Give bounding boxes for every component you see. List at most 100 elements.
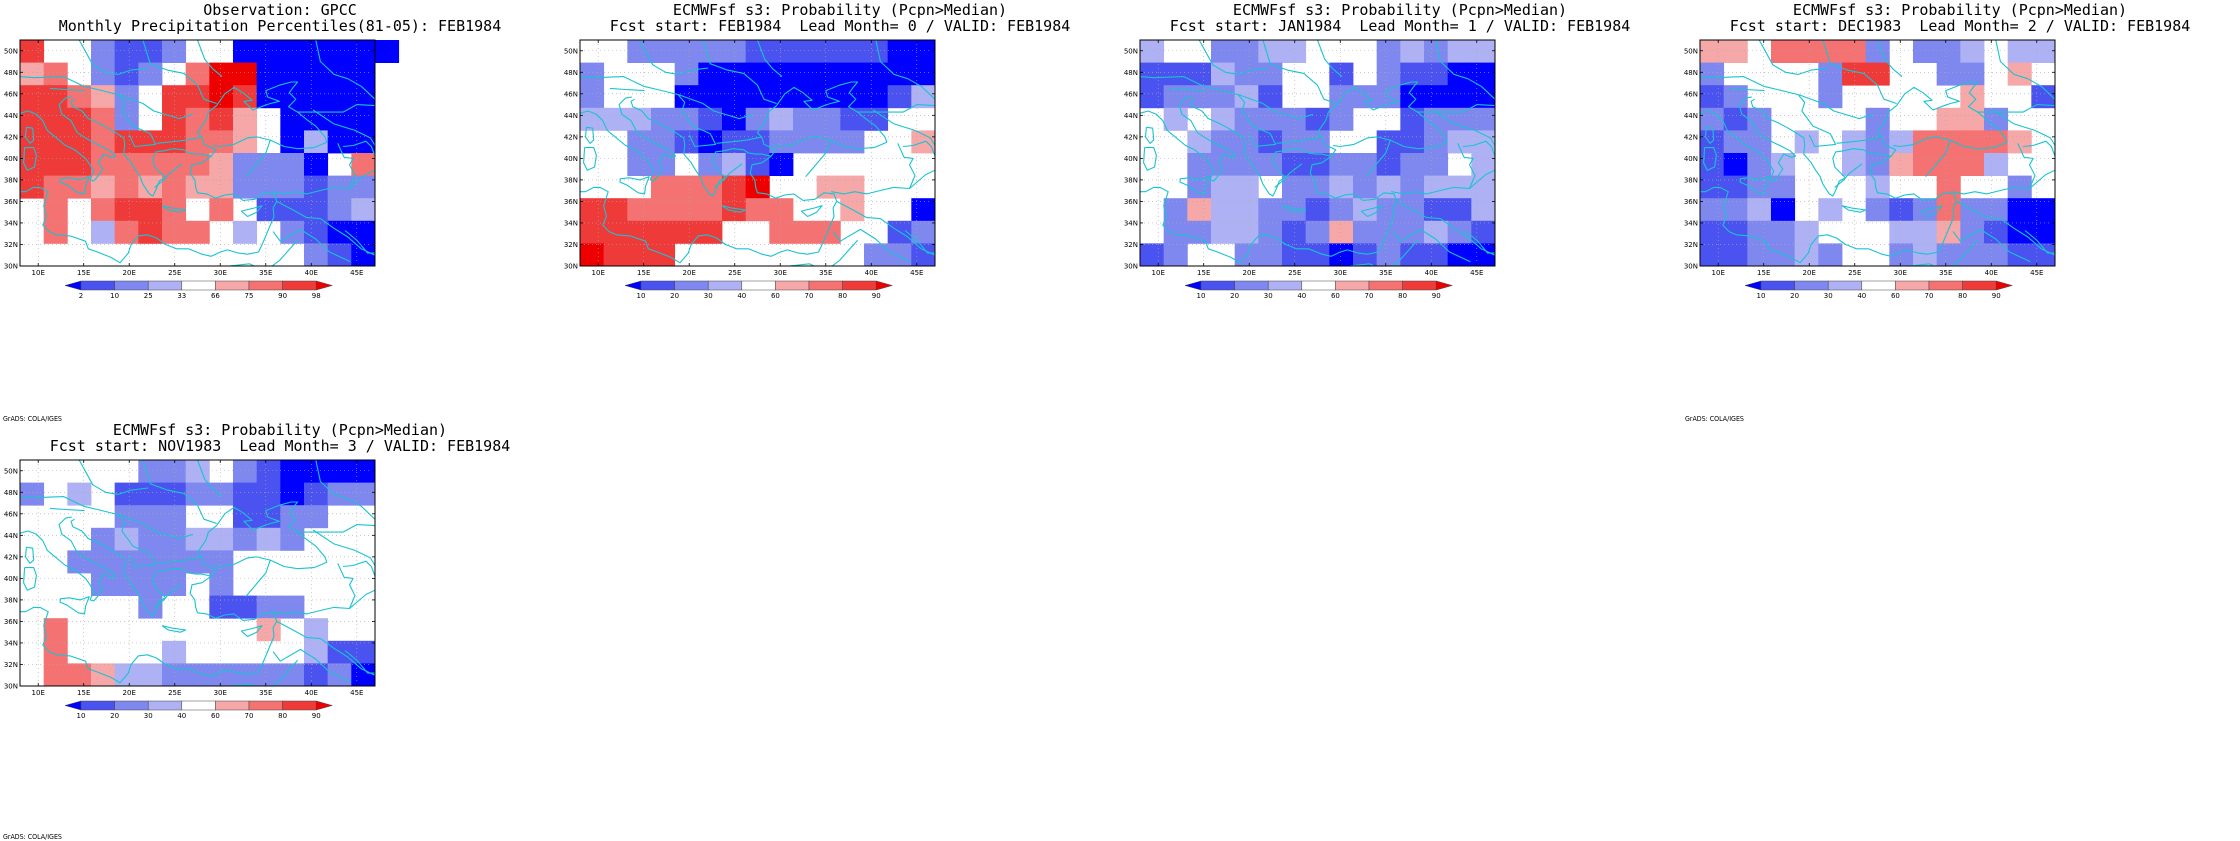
grid-cell (911, 220, 936, 244)
coastline (1729, 87, 1765, 92)
grid-cell (1376, 40, 1401, 63)
coastline (800, 205, 823, 218)
grid-cell (91, 663, 116, 687)
lat-tick-label: 40N (4, 155, 18, 163)
lon-tick-label: 25E (168, 269, 181, 277)
colorbar-label: 30 (1264, 292, 1273, 300)
grid-cell (769, 130, 794, 154)
coastlines (20, 460, 375, 686)
grid-cell (304, 460, 329, 483)
grid-cell (327, 130, 352, 154)
colorbar-label: 75 (245, 292, 254, 300)
grid-cell (745, 107, 770, 131)
grid-cell (1234, 62, 1259, 86)
grid-cell (651, 40, 676, 63)
coastline (1909, 239, 1979, 266)
grid-cell (2007, 130, 2032, 154)
grid-cell (911, 62, 936, 86)
grid-cell (603, 107, 628, 131)
colorbar-label: 30 (1824, 292, 1833, 300)
coastline (1179, 176, 1210, 195)
coastline (154, 583, 183, 608)
lat-tick-label: 44N (4, 112, 18, 120)
lat-tick-label: 36N (1684, 198, 1698, 206)
grid-cell (209, 85, 234, 109)
coastline (59, 596, 90, 615)
grid-cell (580, 220, 605, 244)
lat-tick-label: 48N (4, 489, 18, 497)
coastline (872, 109, 935, 146)
grid-cell (1700, 62, 1725, 86)
axes: 50N 48N 46N 44N 42N 40N 38N 36N 34N 32N 30N 10E 15E 2… (1684, 40, 2055, 277)
colorbar: 10 20 30 40 60 70 80 90 (624, 280, 894, 300)
grid-cell (1936, 153, 1961, 176)
grid-cell (280, 62, 305, 86)
grid-cell (674, 85, 699, 109)
grid-cell (304, 153, 329, 176)
grid-cell (327, 175, 352, 199)
grid-cell (1187, 220, 1212, 244)
grid-cell (1700, 40, 1725, 63)
colorbar-label: 20 (1230, 292, 1239, 300)
colorbar-box (147, 280, 183, 291)
coastline (1464, 230, 1495, 254)
grid-cell (185, 107, 210, 131)
grid-cell (304, 175, 329, 199)
grid-cell (1305, 175, 1330, 199)
grid-cell (233, 175, 258, 199)
grid-cell (816, 107, 841, 131)
grid-cell (162, 663, 187, 687)
grid-cell (162, 198, 187, 222)
grid-cell (1984, 220, 2009, 244)
panel-title-line1: Observation: GPCC (203, 1, 357, 19)
lon-tick-label: 35E (1379, 269, 1392, 277)
lat-tick-label: 48N (4, 69, 18, 77)
coastline (20, 76, 194, 120)
colorbar-box (707, 280, 743, 291)
colorbar-label: 30 (144, 712, 153, 720)
grid-cell (1211, 198, 1236, 222)
coastline (789, 239, 859, 266)
coastline (240, 205, 263, 218)
colorbar-label: 80 (1958, 292, 1967, 300)
grid-cell (793, 62, 818, 86)
grid-cell (1723, 130, 1748, 154)
coastline (343, 560, 375, 577)
coastline (349, 589, 375, 609)
grid-cell (20, 482, 45, 506)
grid-cell (1376, 243, 1401, 267)
grid-cell (233, 595, 258, 619)
grid-cell (911, 198, 936, 222)
colorbar-label: 20 (1790, 292, 1799, 300)
grid-cell (627, 153, 652, 176)
coastline (1703, 147, 1717, 171)
lon-tick-label: 30E (214, 689, 227, 697)
lon-tick-label: 35E (259, 689, 272, 697)
grid-cell (1889, 220, 1914, 244)
grid-cell (1211, 130, 1236, 154)
lat-tick-label: 50N (564, 47, 578, 55)
grid-cell (43, 663, 68, 687)
lon-tick-label: 45E (2030, 269, 2043, 277)
grid-cell (1818, 40, 1843, 63)
lat-tick-label: 36N (4, 198, 18, 206)
grid-cell (1376, 153, 1401, 176)
shaded-cells (580, 40, 936, 267)
grid-cell (280, 40, 305, 63)
grid-cell (580, 107, 605, 131)
colorbar-label: 10 (77, 712, 86, 720)
grid-cell (1936, 243, 1961, 267)
grid-cell (1889, 153, 1914, 176)
grid-cell (162, 85, 187, 109)
grid-cell (745, 175, 770, 199)
coastline (343, 140, 375, 157)
grid-cell (1305, 130, 1330, 154)
lat-tick-label: 48N (1684, 69, 1698, 77)
coastline (20, 575, 278, 684)
grid-cell (304, 107, 329, 131)
panel-fcst-jan1984-lead1: ECMWFsf s3: Probability (Pcpn>Median) Fc… (1120, 0, 1680, 420)
gridlines (20, 40, 375, 267)
colorbar-arrow-right (315, 700, 334, 711)
grid-cell (209, 573, 234, 596)
grid-cell (209, 527, 234, 551)
